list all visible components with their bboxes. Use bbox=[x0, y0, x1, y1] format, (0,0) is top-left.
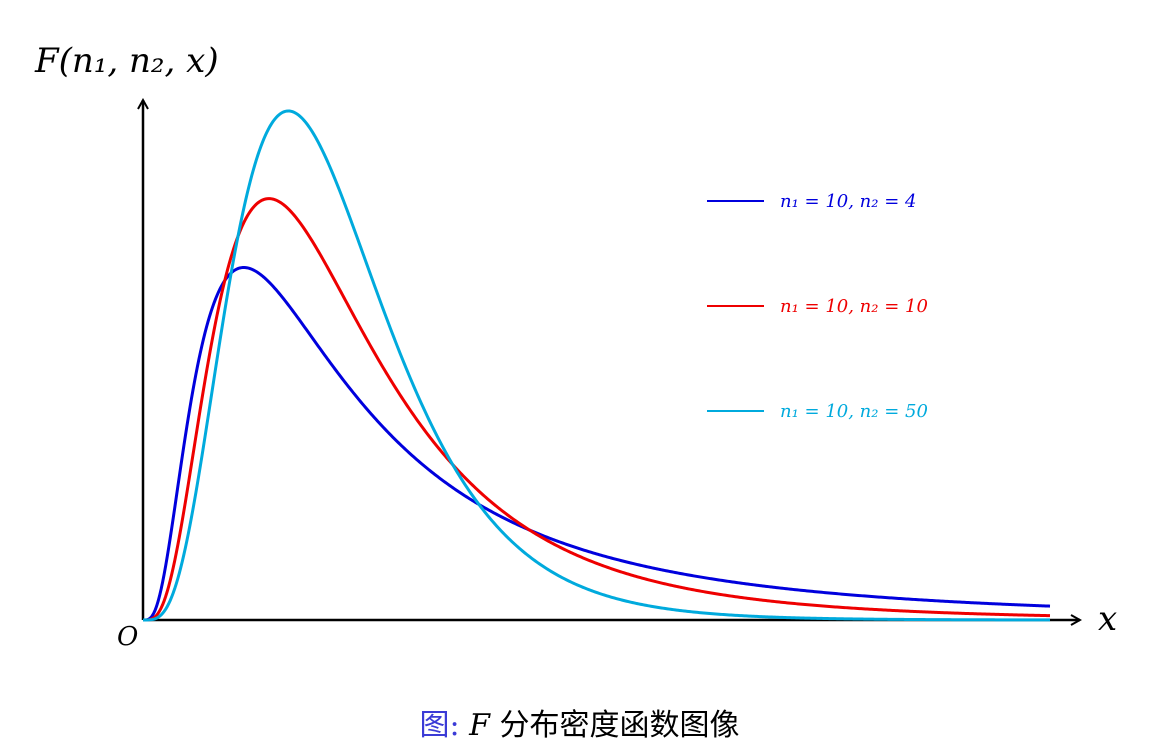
caption-text: 分布密度函数图像 bbox=[499, 708, 740, 743]
figure-caption: 图: F 分布密度函数图像 bbox=[0, 700, 1159, 744]
caption-symbol: F bbox=[469, 708, 490, 743]
legend: n₁ = 10, n₂ = 4 n₁ = 10, n₂ = 10 n₁ = 10, … bbox=[707, 191, 928, 422]
y-axis-label: F(n₁, n₂, x) bbox=[34, 41, 219, 81]
legend-label-2: n₁ = 10, n₂ = 10 bbox=[780, 296, 928, 317]
x-axis-label: x bbox=[1098, 599, 1117, 639]
series-line-1 bbox=[142, 265, 1051, 622]
legend-label-3: n₁ = 10, n₂ = 50 bbox=[780, 401, 928, 422]
legend-label-1: n₁ = 10, n₂ = 4 bbox=[780, 191, 916, 212]
series-line-3 bbox=[143, 109, 1050, 622]
series-group bbox=[142, 109, 1051, 622]
origin-label: O bbox=[117, 622, 138, 652]
series-line-2 bbox=[143, 197, 1051, 622]
caption-prefix: 图: bbox=[419, 708, 460, 743]
